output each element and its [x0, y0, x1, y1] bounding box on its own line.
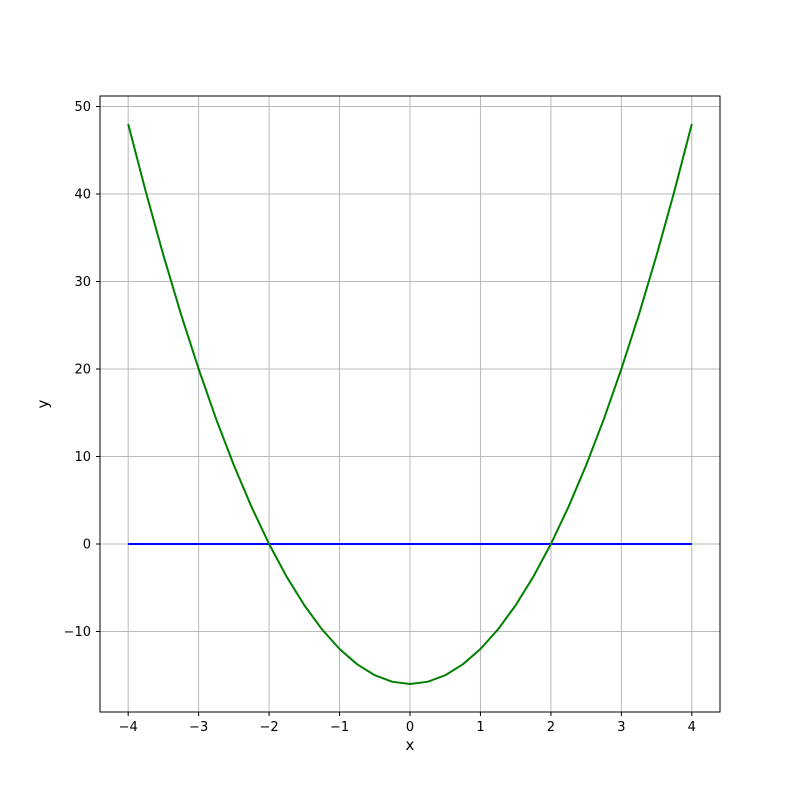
y-tick-label: 50	[74, 100, 91, 115]
x-tick-label: 0	[406, 720, 414, 735]
y-tick-label: 40	[74, 188, 91, 203]
x-tick-label: −4	[119, 720, 138, 735]
x-tick-label: −1	[330, 720, 349, 735]
y-axis-label: y	[34, 399, 52, 408]
y-tick-label: 10	[74, 450, 91, 465]
y-tick-label: 30	[74, 275, 91, 290]
y-tick-label: −10	[64, 625, 91, 640]
gridlines	[100, 96, 720, 712]
x-tick-label: −3	[189, 720, 208, 735]
x-tick-label: −2	[260, 720, 279, 735]
y-tick-label: 0	[83, 538, 91, 553]
y-tick-label: 20	[74, 363, 91, 378]
x-tick-label: 4	[688, 720, 696, 735]
series-line	[127, 123, 693, 685]
x-axis-label: x	[406, 736, 415, 754]
x-tick-label: 3	[617, 720, 625, 735]
x-tick-label: 1	[476, 720, 484, 735]
x-tick-label: 2	[547, 720, 555, 735]
series	[127, 123, 693, 685]
tick-marks	[96, 106, 693, 716]
